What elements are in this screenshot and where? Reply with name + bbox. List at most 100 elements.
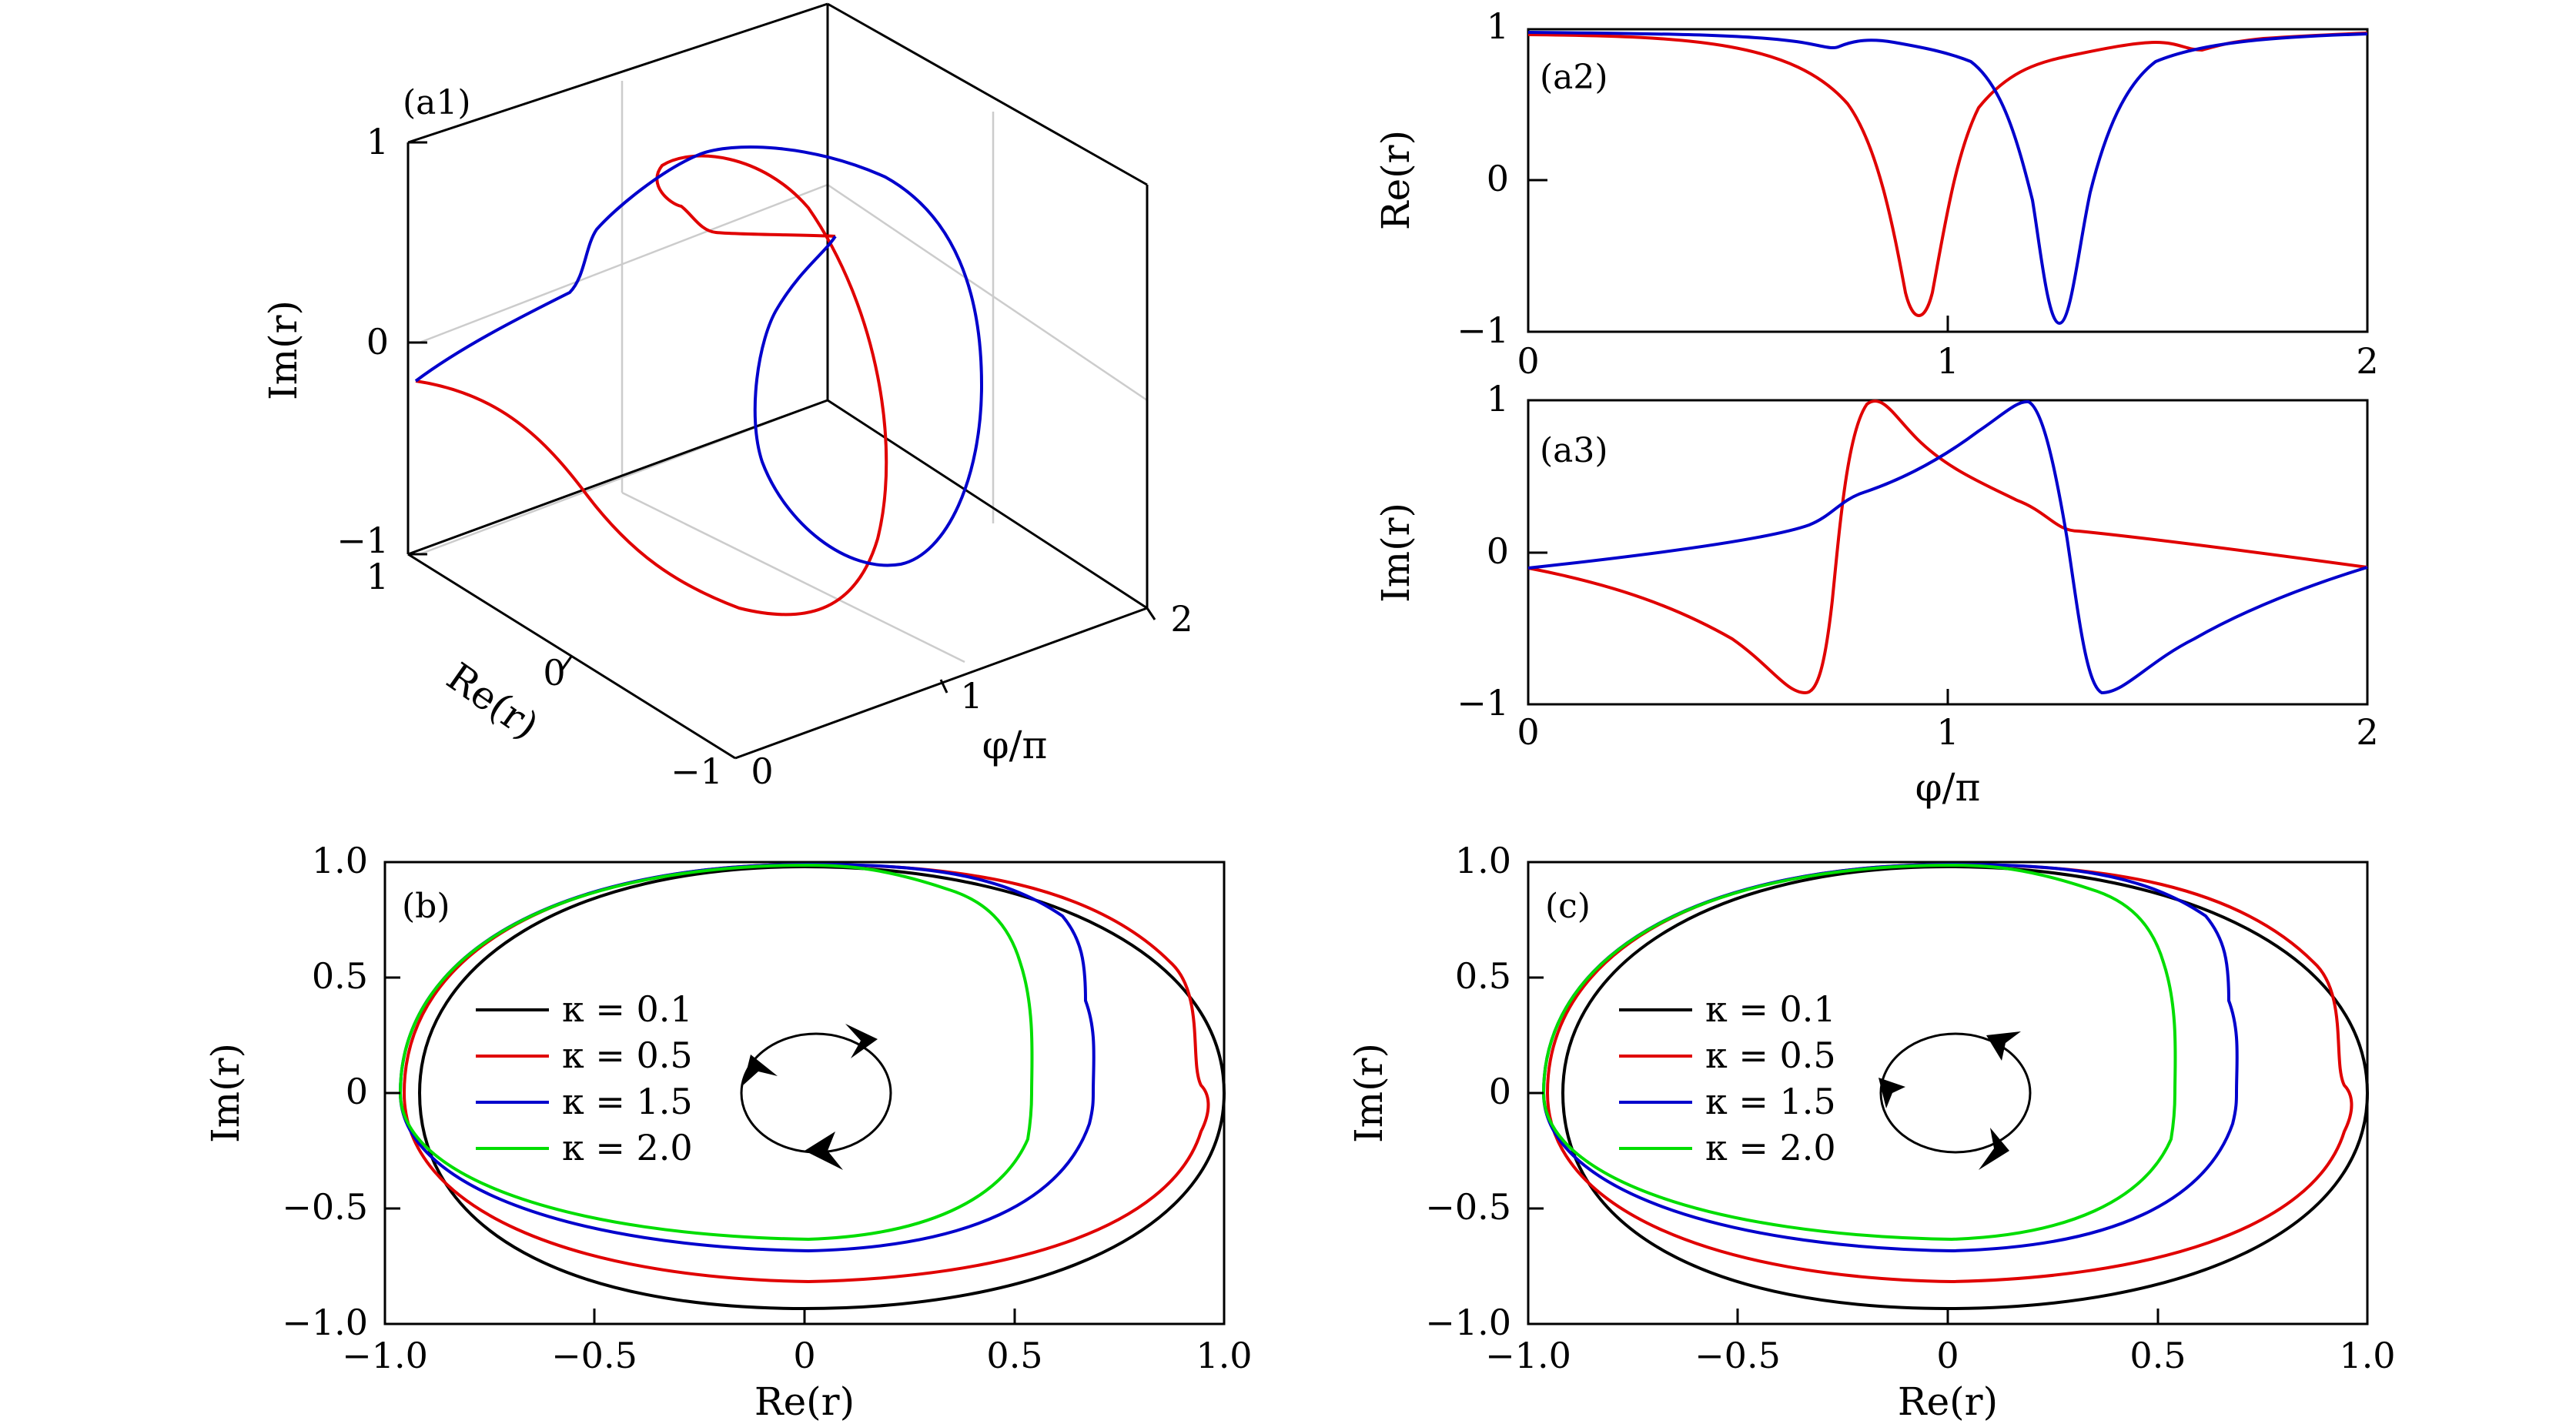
a1-z-tick-m1: −1 (336, 520, 389, 561)
b-direction-indicator (740, 1024, 892, 1170)
c-legend-text-1: κ = 0.5 (1705, 1035, 1836, 1076)
a3-y-tick-m1: −1 (1457, 682, 1509, 724)
a1-y-tick-m1: −1 (671, 750, 723, 792)
c-ticks (1528, 861, 2159, 1325)
b-legend-text-2: κ = 1.5 (562, 1081, 693, 1122)
c-legend: κ = 0.1 κ = 0.5 κ = 1.5 κ = 2.0 (1619, 988, 1836, 1168)
a1-z-tick-0: 0 (366, 321, 389, 363)
c-y-tick-1: 0.5 (1455, 955, 1511, 997)
a1-z-tick-1: 1 (366, 121, 389, 162)
c-x-tick-0: −1.0 (1485, 1335, 1571, 1376)
c-legend-text-3: κ = 2.0 (1705, 1127, 1836, 1168)
panel-c: κ = 0.1 κ = 0.5 κ = 1.5 κ = 2.0 (c) 1.0 … (1347, 840, 2396, 1424)
a2-x-tick-2: 2 (2356, 340, 2378, 382)
c-x-axis-label: Re(r) (1898, 1379, 1998, 1424)
b-panel-label: (b) (402, 887, 450, 926)
b-y-axis-label: Im(r) (203, 1043, 248, 1143)
a2-x-tick-0: 0 (1517, 340, 1539, 382)
b-curves (398, 862, 1226, 1311)
b-x-tick-4: 1.0 (1196, 1335, 1252, 1376)
b-x-axis-label: Re(r) (754, 1379, 855, 1424)
a3-y-axis-label: Im(r) (1373, 503, 1418, 603)
a1-y-tick-1: 1 (366, 556, 389, 597)
a2-red-curve (1527, 32, 2368, 317)
c-x-tick-4: 1.0 (2339, 1335, 2395, 1376)
a1-gridlines (419, 81, 1148, 664)
c-curve-kappa-0.5 (1545, 862, 2354, 1284)
b-x-tick-3: 0.5 (986, 1335, 1042, 1376)
c-x-tick-3: 0.5 (2129, 1335, 2186, 1376)
a2-y-tick-1: 1 (1487, 5, 1509, 47)
b-y-tick-1: 0.5 (312, 955, 368, 997)
a1-x-axis-label: φ/π (982, 723, 1048, 767)
a1-red-curve (415, 154, 888, 617)
c-legend-text-0: κ = 0.1 (1705, 988, 1836, 1030)
b-arrow-head-2 (743, 1055, 778, 1085)
b-x-tick-1: −0.5 (551, 1335, 637, 1376)
b-x-tick-2: 0 (793, 1335, 815, 1376)
b-y-tick-2: 0 (346, 1071, 368, 1112)
c-x-tick-1: −0.5 (1694, 1335, 1781, 1376)
a1-blue-curve (414, 145, 984, 567)
a2-ticks (1528, 28, 2369, 333)
a3-y-tick-0: 0 (1487, 530, 1509, 572)
c-y-axis-label: Im(r) (1347, 1043, 1391, 1143)
panel-b: κ = 0.1 κ = 0.5 κ = 1.5 κ = 2.0 (b) 1.0 … (203, 840, 1253, 1424)
c-legend-text-2: κ = 1.5 (1705, 1081, 1836, 1122)
c-y-tick-3: −0.5 (1425, 1186, 1511, 1228)
c-y-tick-2: 0 (1489, 1071, 1511, 1112)
b-y-tick-4: −1.0 (282, 1302, 368, 1343)
c-x-tick-2: 0 (1936, 1335, 1959, 1376)
panel-a2: (a2) 1 0 −1 0 1 2 Re(r) (1373, 5, 2379, 382)
a1-x-tick-2: 2 (1170, 598, 1193, 640)
a1-x-tick-1: 1 (960, 675, 982, 717)
a2-y-tick-m1: −1 (1457, 309, 1509, 351)
panel-a1: (a1) 1 0 −1 1 0 −1 0 1 2 Im(r) Re(r) φ/π (261, 2, 1193, 792)
c-arrow-head-2 (1878, 1078, 1905, 1108)
c-direction-indicator (1878, 1031, 2032, 1170)
b-x-tick-0: −1.0 (342, 1335, 428, 1376)
c-curve-kappa-0.1 (1561, 864, 2370, 1311)
c-curves (1541, 862, 2370, 1311)
b-legend-text-0: κ = 0.1 (562, 988, 693, 1030)
b-ticks (385, 861, 1016, 1325)
a3-red-curve (1527, 399, 2368, 695)
b-legend-text-1: κ = 0.5 (562, 1035, 693, 1076)
c-y-tick-0: 1.0 (1455, 840, 1511, 881)
a3-panel-label: (a3) (1540, 431, 1608, 470)
a3-x-tick-2: 2 (2356, 711, 2378, 753)
a1-ticks (408, 141, 1156, 694)
b-curve-kappa-2.0 (398, 863, 1034, 1242)
a1-box (406, 2, 1149, 760)
c-direction-circle (1879, 1032, 2032, 1154)
b-y-tick-3: −0.5 (282, 1186, 368, 1228)
a3-ticks (1528, 399, 2369, 706)
a2-blue-curve (1527, 31, 2368, 326)
a1-x-tick-0: 0 (751, 750, 773, 792)
a2-x-tick-1: 1 (1936, 340, 1959, 382)
a3-x-axis-label: φ/π (1915, 765, 1981, 810)
b-y-tick-0: 1.0 (312, 840, 368, 881)
panel-a3: (a3) 1 0 −1 0 1 2 Im(r) φ/π (1373, 378, 2379, 810)
c-curve-kappa-2.0 (1541, 863, 2177, 1242)
c-arrow-head-3 (1979, 1128, 2009, 1170)
a3-y-tick-1: 1 (1487, 378, 1509, 420)
b-arrow-head-3 (805, 1132, 843, 1170)
a1-panel-label: (a1) (403, 83, 471, 122)
b-curve-kappa-0.1 (417, 864, 1226, 1311)
a3-x-tick-0: 0 (1517, 711, 1539, 753)
a2-y-axis-label: Re(r) (1373, 130, 1418, 230)
b-legend: κ = 0.1 κ = 0.5 κ = 1.5 κ = 2.0 (476, 988, 693, 1168)
c-arrow-head-1 (1986, 1031, 2021, 1061)
c-y-tick-4: −1.0 (1425, 1302, 1511, 1343)
a1-z-axis-label: Im(r) (261, 300, 306, 400)
a1-y-axis-label: Re(r) (439, 654, 547, 748)
a2-panel-label: (a2) (1540, 58, 1608, 97)
b-arrow-head-1 (845, 1024, 878, 1058)
b-legend-text-3: κ = 2.0 (562, 1127, 693, 1168)
a3-blue-curve (1527, 399, 2368, 695)
a3-x-tick-1: 1 (1936, 711, 1959, 753)
a2-frame (1527, 28, 2369, 333)
b-direction-circle (740, 1032, 892, 1154)
